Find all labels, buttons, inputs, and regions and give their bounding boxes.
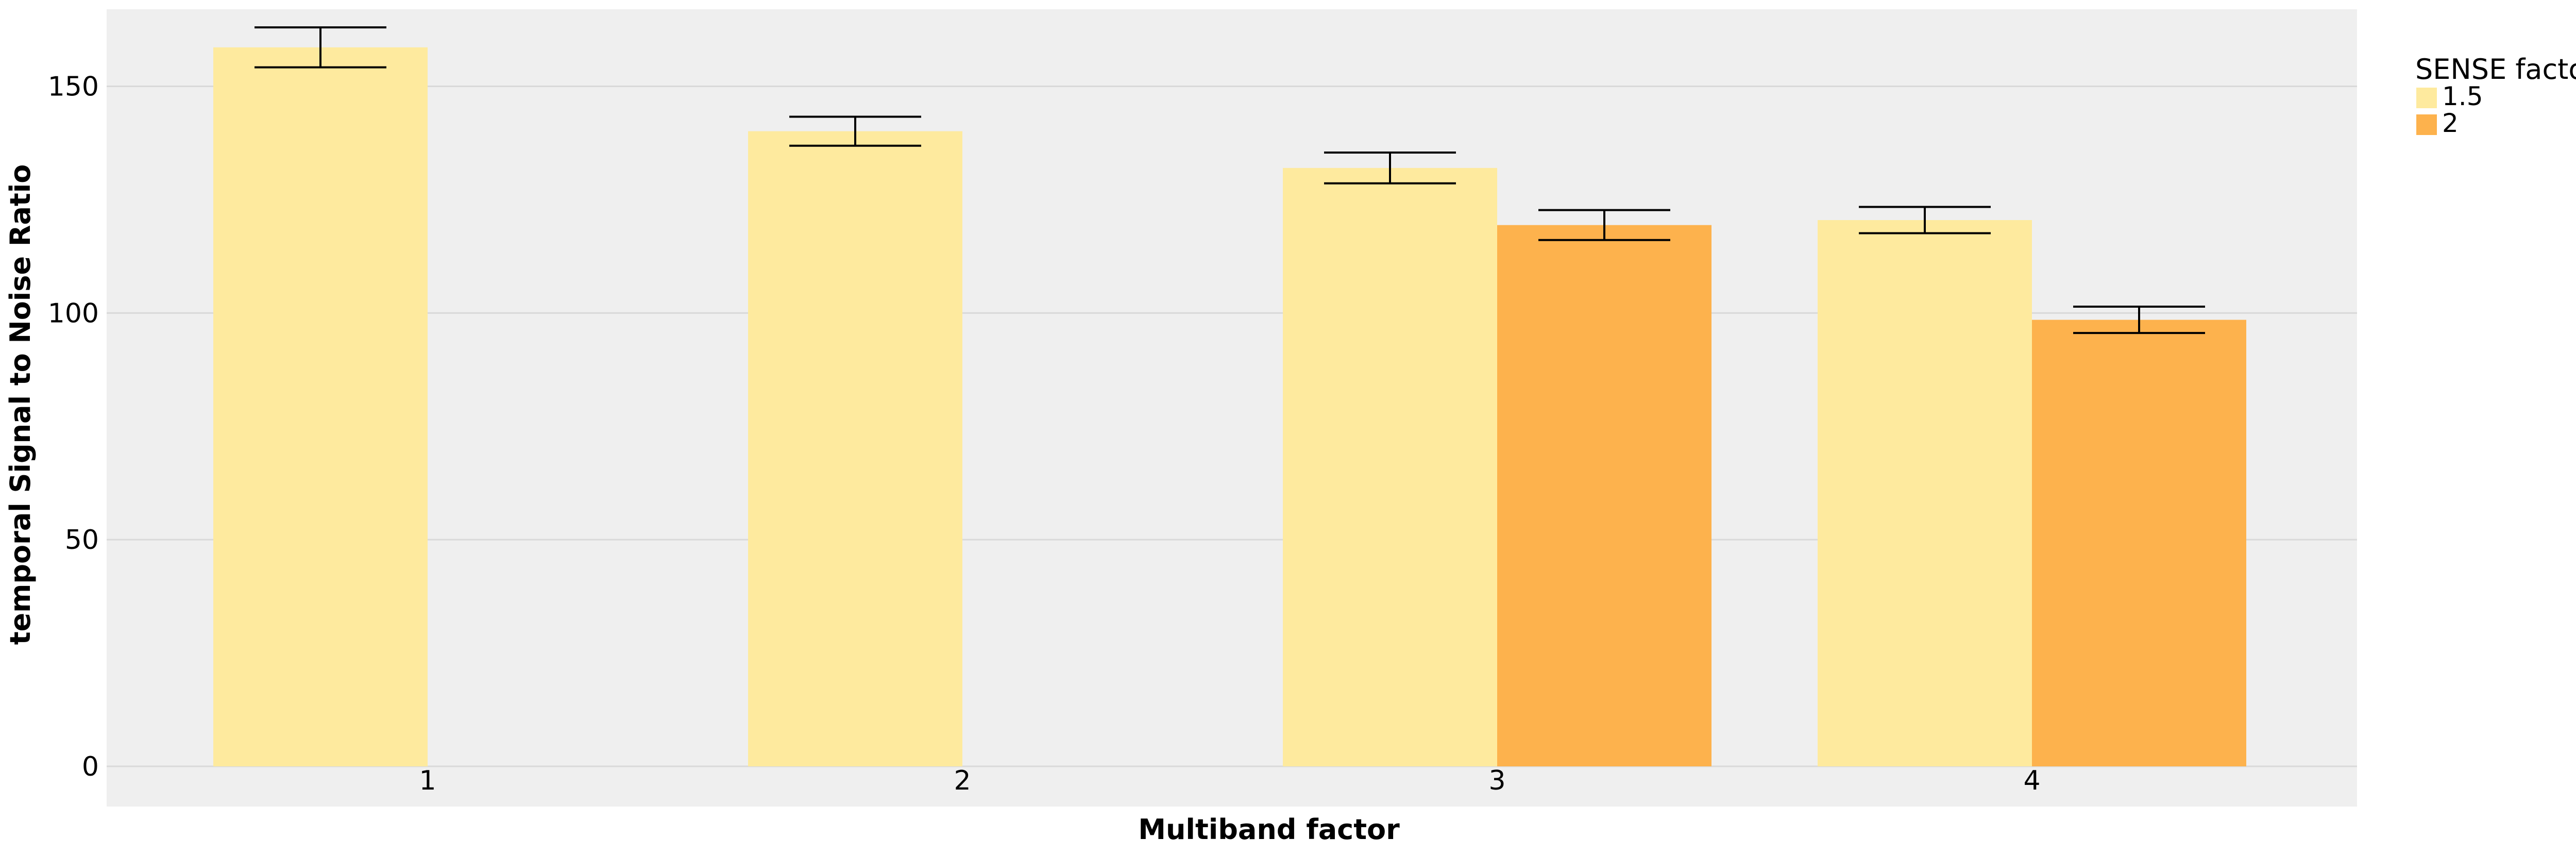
bar-mb4-sense2 [2032,320,2246,766]
legend: SENSE factor 1.52 [2415,53,2576,138]
x-tick-label: 3 [1488,765,1505,796]
x-tick-label: 1 [419,765,436,796]
bars [213,47,2246,767]
y-tick-label: 0 [82,751,99,782]
bar-mb3-sense1_5 [1283,167,1497,766]
y-axis-label: temporal Signal to Noise Ratio [4,164,37,645]
error-bars [255,26,2205,334]
x-tick-label: 4 [2023,765,2040,796]
y-tick-label: 150 [48,72,99,103]
bar-mb3-sense2 [1497,225,1711,766]
legend-label: 2 [2442,108,2459,138]
y-tick-label: 100 [48,298,99,329]
x-tick-labels: 1 2 3 4 [419,765,2040,796]
x-tick-label: 2 [954,765,971,796]
x-axis-label: Multiband factor [1138,813,1400,846]
legend-swatch [2416,88,2437,108]
bar-mb1-sense1_5 [213,47,428,767]
legend-title: SENSE factor [2415,53,2576,86]
y-tick-label: 50 [65,525,99,556]
y-tick-labels: 0 50 100 150 [48,72,99,782]
legend-swatch [2416,114,2437,135]
bar-mb2-sense1_5 [748,131,962,767]
bar-mb4-sense1_5 [1818,220,2032,766]
legend-label: 1.5 [2442,81,2483,111]
